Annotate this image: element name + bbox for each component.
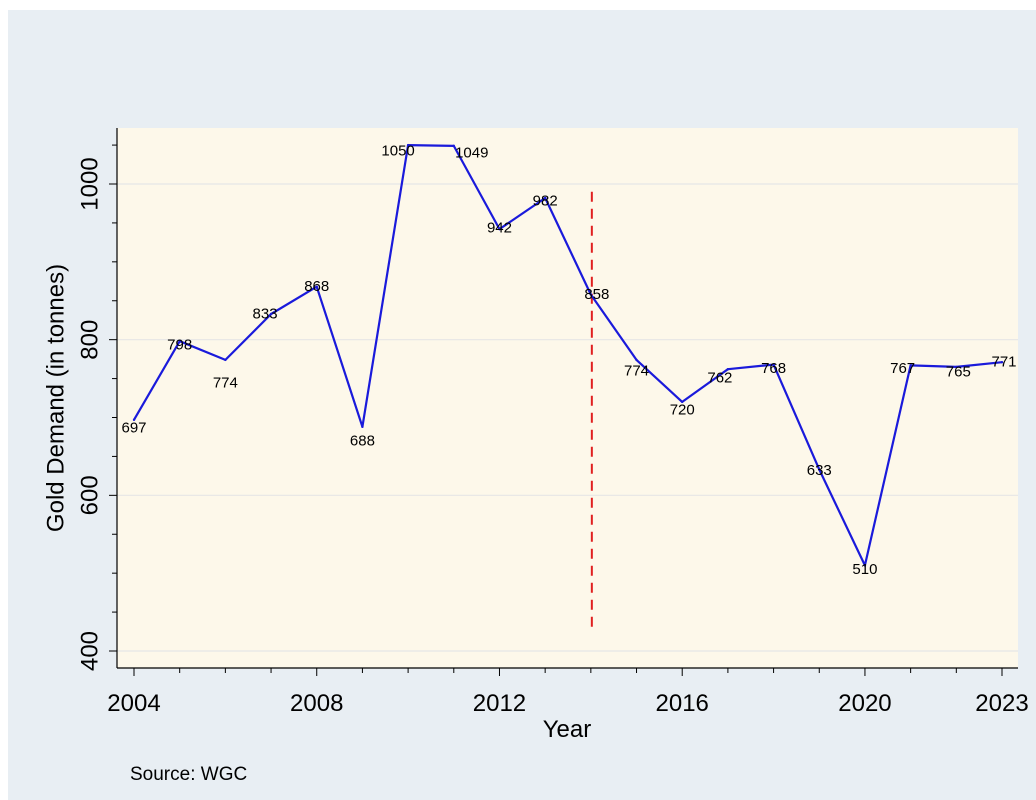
- x-axis-title: Year: [543, 716, 592, 743]
- plot-background: [117, 128, 1018, 668]
- data-label: 982: [533, 193, 558, 210]
- series-line: [133, 144, 1003, 567]
- data-point: [315, 285, 318, 288]
- figure-frame: 400 600 800 1000 2004 2008 2012 2016 2020 2023 Yea…: [8, 10, 1036, 800]
- data-point: [543, 196, 547, 200]
- x-tick-label: 2004: [107, 690, 160, 717]
- data-label: 798: [167, 337, 192, 354]
- data-point: [635, 358, 638, 362]
- data-label: 858: [584, 286, 609, 303]
- data-point: [863, 564, 867, 567]
- data-point: [681, 400, 684, 404]
- data-label: 774: [213, 374, 238, 391]
- data-point: [955, 365, 958, 369]
- data-label: 697: [121, 419, 146, 436]
- data-label: 774: [624, 362, 649, 379]
- data-label: 762: [707, 370, 732, 387]
- data-point: [224, 358, 227, 362]
- y-tick-label: 400: [77, 631, 104, 671]
- data-label: 868: [304, 278, 329, 295]
- data-point: [178, 340, 181, 343]
- y-tick-label: 1000: [77, 157, 104, 210]
- source-note: Source: WGC: [130, 764, 248, 785]
- data-label: 765: [946, 363, 971, 380]
- data-label: 768: [761, 360, 786, 377]
- data-label: 767: [890, 360, 915, 377]
- data-label: 833: [253, 305, 278, 322]
- data-label: 633: [807, 462, 832, 479]
- y-axis-title: Gold Demand (in tonnes): [43, 264, 70, 532]
- data-point: [498, 227, 501, 231]
- data-label: 1050: [381, 143, 414, 160]
- y-tick-label: 800: [77, 320, 104, 360]
- data-point: [269, 312, 273, 316]
- data-point: [726, 368, 730, 371]
- x-tick-label: 2008: [290, 690, 343, 717]
- data-point: [818, 468, 821, 471]
- line-chart: 400 600 800 1000 2004 2008 2012 2016 2020 2023 Yea…: [43, 128, 1029, 743]
- data-label: 688: [350, 432, 375, 449]
- data-point: [909, 364, 912, 367]
- data-point: [1000, 361, 1004, 364]
- data-point: [772, 363, 775, 366]
- data-label: 720: [670, 401, 695, 418]
- data-point: [589, 293, 593, 296]
- data-label: 1049: [455, 144, 488, 161]
- data-point: [361, 425, 364, 429]
- data-point: [452, 144, 455, 148]
- x-tick-label: 2020: [838, 690, 891, 717]
- data-point: [406, 143, 410, 147]
- data-label: 510: [852, 561, 877, 578]
- data-label: 942: [487, 220, 512, 237]
- x-tick-label: 2012: [473, 690, 526, 717]
- x-tick-label: 2016: [656, 690, 709, 717]
- x-tick-label: 2023: [975, 690, 1028, 717]
- data-point: [132, 418, 136, 422]
- data-label: 771: [991, 354, 1016, 371]
- y-tick-label: 600: [77, 475, 104, 515]
